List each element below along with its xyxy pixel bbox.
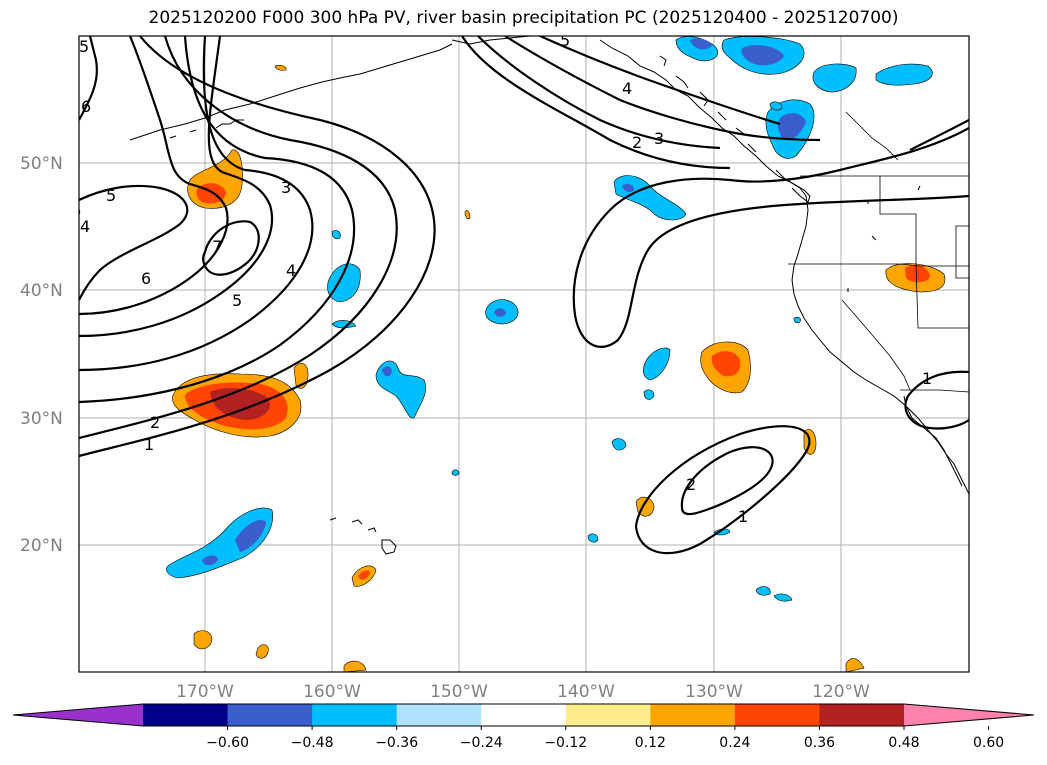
precip-positive-blob bbox=[255, 644, 269, 659]
colorbar-segment bbox=[143, 704, 229, 726]
precip-positive-core bbox=[711, 351, 741, 377]
precip-positive-blob bbox=[274, 64, 287, 71]
precip-negative-core bbox=[235, 520, 266, 552]
colorbar-tick-label: −0.24 bbox=[460, 735, 503, 751]
lon-label: 170°W bbox=[176, 682, 234, 702]
colorbar-outline bbox=[12, 703, 1035, 727]
lat-label: 20°N bbox=[20, 536, 63, 556]
precip-positive-blob bbox=[845, 658, 865, 672]
colorbar: −0.60 −0.48 −0.36 −0.24 −0.12 0.12 0.24 0.36 0.4… bbox=[12, 703, 1035, 751]
colorbar-tick-label: 0.12 bbox=[635, 735, 666, 751]
contour-label: 4 bbox=[80, 217, 90, 236]
lat-label: 30°N bbox=[20, 409, 63, 429]
precip-negative-blob bbox=[587, 533, 599, 543]
contour-label: 1 bbox=[144, 435, 154, 454]
colorbar-tick-label: −0.36 bbox=[375, 735, 418, 751]
pv-contours bbox=[79, 36, 969, 555]
map-panel bbox=[79, 36, 969, 672]
contour-label: 6 bbox=[81, 97, 91, 116]
precip-positive-core bbox=[905, 265, 930, 283]
contour-label: 6 bbox=[141, 269, 151, 288]
contour-label: 5 bbox=[106, 186, 116, 205]
contour-label: 5 bbox=[560, 31, 570, 50]
lon-label: 140°W bbox=[557, 682, 615, 702]
precip-negative-blob bbox=[769, 101, 783, 111]
precip-negative-core bbox=[741, 45, 784, 66]
contour-label: 7 bbox=[212, 237, 222, 256]
colorbar-tick-label: −0.60 bbox=[206, 735, 249, 751]
precip-negative-blob bbox=[875, 63, 933, 86]
colorbar-tick-label: 0.48 bbox=[888, 735, 919, 751]
latitude-labels: 50°N 40°N 30°N 20°N bbox=[20, 154, 63, 556]
colorbar-extend-high bbox=[904, 704, 1034, 726]
lon-label: 130°W bbox=[685, 682, 743, 702]
precip-negative-blob bbox=[773, 593, 793, 602]
precip-negative-blob bbox=[166, 507, 273, 579]
contour-label: 3 bbox=[281, 178, 291, 197]
precip-negative-core bbox=[202, 555, 218, 566]
lon-label: 120°W bbox=[812, 682, 870, 702]
contour-label: 2 bbox=[150, 413, 160, 432]
precip-positive-blob bbox=[343, 660, 367, 672]
colorbar-tick-label: 0.60 bbox=[973, 735, 1004, 751]
precip-positive-blob bbox=[193, 630, 213, 650]
coastlines bbox=[129, 36, 969, 555]
colorbar-tick-label: −0.48 bbox=[291, 735, 334, 751]
colorbar-segment bbox=[481, 704, 567, 726]
colorbar-segment bbox=[565, 704, 651, 726]
colorbar-segment bbox=[227, 704, 313, 726]
contour-label: 5 bbox=[79, 37, 89, 56]
contour-label: 4 bbox=[286, 261, 296, 280]
colorbar-tick-label: 0.24 bbox=[719, 735, 750, 751]
contour-label: 1 bbox=[738, 507, 748, 526]
precip-negative-blob bbox=[331, 230, 341, 240]
precip-negative-blob bbox=[755, 586, 771, 596]
precip-negative-core bbox=[494, 308, 506, 317]
contour-labels: 5 6 4 7 5 3 4 5 6 2 1 5 4 3 2 2 1 1 bbox=[79, 31, 932, 526]
precip-negative-blob bbox=[642, 347, 671, 381]
map-frame bbox=[78, 35, 970, 673]
precip-negative-blob bbox=[793, 316, 801, 324]
precip-negative-core bbox=[777, 113, 806, 141]
contour-label: 2 bbox=[686, 475, 696, 494]
precip-positive-blob bbox=[464, 210, 471, 220]
colorbar-segment bbox=[396, 704, 482, 726]
contour-label: 5 bbox=[232, 291, 242, 310]
lat-label: 40°N bbox=[20, 281, 63, 301]
colorbar-tick-label: −0.12 bbox=[544, 735, 587, 751]
colorbar-tick-label: 0.36 bbox=[804, 735, 835, 751]
map-title: 2025120200 F000 300 hPa PV, river basin … bbox=[148, 8, 899, 28]
precipitation-shading bbox=[166, 36, 946, 672]
contour-label: 4 bbox=[622, 79, 632, 98]
borders bbox=[788, 111, 969, 393]
precip-negative-blob bbox=[611, 438, 627, 451]
contour-label: 1 bbox=[922, 369, 932, 388]
colorbar-segment bbox=[819, 704, 905, 726]
precip-positive-core bbox=[358, 570, 370, 580]
lat-label: 50°N bbox=[20, 154, 63, 174]
contour-label: 3 bbox=[654, 129, 664, 148]
precip-negative-blob bbox=[451, 469, 460, 476]
precip-negative-blob bbox=[643, 389, 655, 400]
precip-negative-core bbox=[622, 183, 634, 193]
contour-label: 2 bbox=[632, 133, 642, 152]
precip-negative-core bbox=[382, 366, 392, 377]
longitude-labels: 170°W 160°W 150°W 140°W 130°W 120°W bbox=[176, 682, 870, 702]
lon-label: 150°W bbox=[430, 682, 488, 702]
lon-label: 160°W bbox=[303, 682, 361, 702]
colorbar-segment bbox=[650, 704, 736, 726]
colorbar-extend-low bbox=[13, 704, 143, 726]
precip-negative-core bbox=[690, 38, 712, 50]
colorbar-segment bbox=[734, 704, 820, 726]
colorbar-segment bbox=[312, 704, 398, 726]
precip-negative-blob bbox=[812, 63, 857, 93]
